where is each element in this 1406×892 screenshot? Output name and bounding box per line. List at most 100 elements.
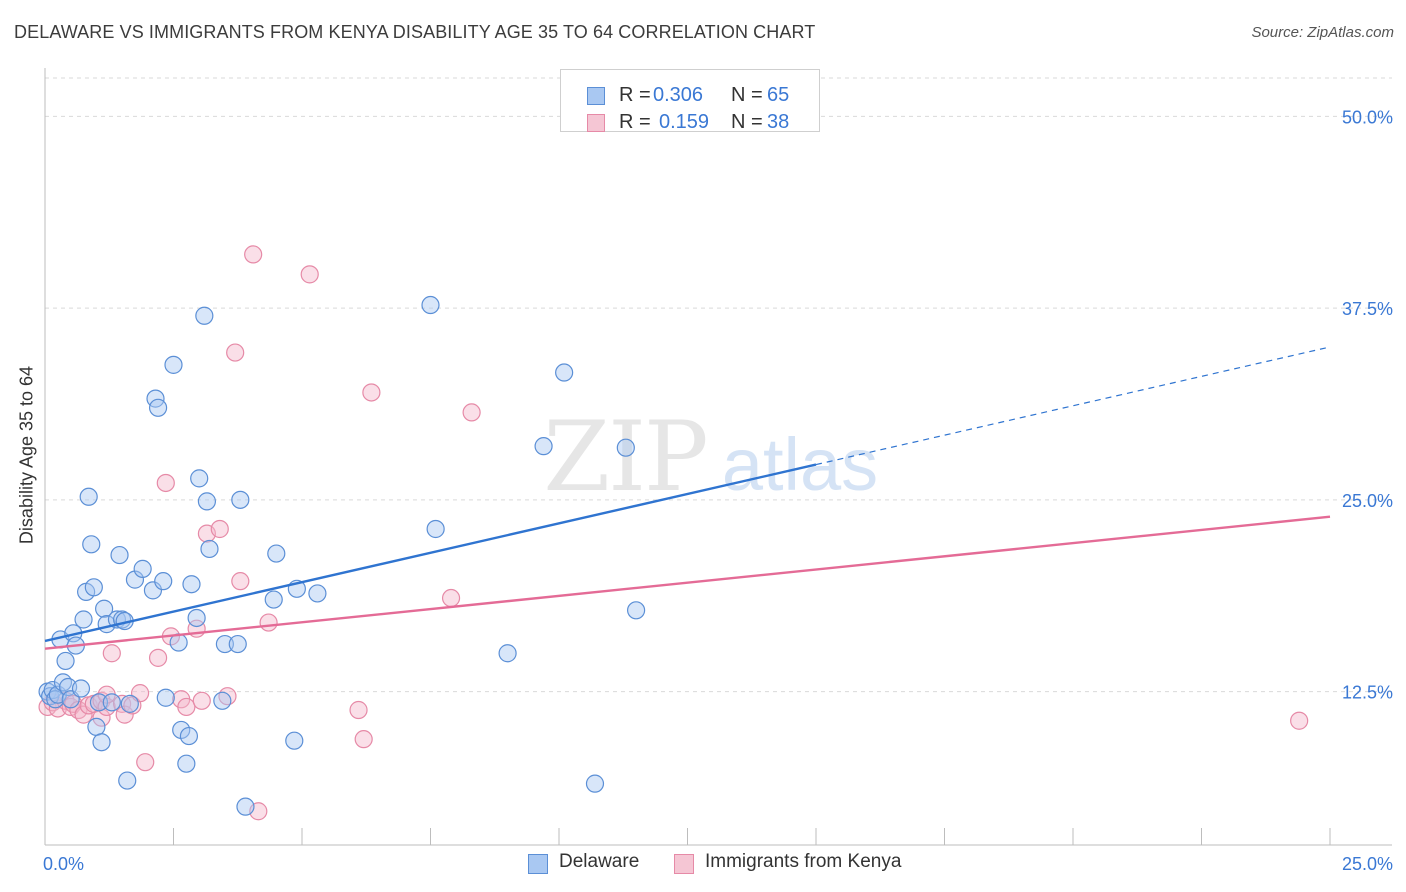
- watermark-atlas: atlas: [722, 423, 878, 506]
- delaware-point: [89, 693, 109, 712]
- delaware-point: [285, 731, 304, 750]
- delaware-point: [498, 644, 517, 663]
- delaware-point: [215, 634, 234, 654]
- delaware-point: [148, 398, 168, 417]
- kenya-point: [441, 588, 461, 608]
- r-value: 0.159: [659, 111, 710, 133]
- kenya-point: [259, 613, 278, 632]
- delaware-point: [626, 601, 646, 620]
- n-label: N =: [731, 84, 763, 106]
- delaware-point: [182, 575, 201, 594]
- grid-lines: [45, 77, 1392, 693]
- delaware-points: [38, 295, 646, 816]
- delaware-point: [110, 545, 129, 565]
- delaware-point: [616, 438, 635, 457]
- axes: [44, 68, 1392, 846]
- y-tick-label: 12.5%: [1342, 683, 1393, 703]
- kenya-point: [192, 691, 211, 710]
- kenya-point: [349, 700, 368, 720]
- y-axis-label: Disability Age 35 to 64: [16, 365, 37, 545]
- delaware-point: [534, 437, 553, 456]
- x-tick-labels: 0.0% 25.0%: [43, 854, 1393, 874]
- delaware-point: [177, 754, 196, 773]
- delaware-point: [92, 733, 111, 752]
- n-value: 38: [767, 111, 790, 133]
- delaware-point: [71, 679, 91, 698]
- delaware-point: [74, 610, 93, 629]
- source-label: Source: ZipAtlas.com: [1251, 24, 1394, 41]
- delaware-point: [421, 295, 440, 315]
- watermark: ZIP atlas: [543, 401, 878, 513]
- kenya-point: [1290, 711, 1309, 730]
- delaware-point: [79, 487, 98, 506]
- trend-lines: [44, 346, 1331, 650]
- delaware-point: [133, 559, 152, 578]
- delaware-point: [120, 694, 139, 713]
- delaware-point: [56, 651, 75, 671]
- delaware-point: [213, 691, 232, 710]
- kenya-point: [244, 245, 263, 264]
- kenya-point: [148, 648, 168, 667]
- stats-legend: R = 0.306 N = 65 R = 0.159 N = 38: [560, 69, 820, 133]
- bottom-legend-kenya: Immigrants from Kenya: [705, 851, 902, 872]
- y-tick-labels: 12.5% 25.0% 37.5% 50.0%: [1342, 107, 1393, 702]
- bottom-legend-swatch-delaware: [528, 854, 548, 874]
- delaware-point: [426, 519, 445, 539]
- delaware-point: [84, 578, 103, 597]
- delaware-point: [197, 492, 217, 511]
- kenya-point: [362, 383, 381, 402]
- r-label: R =: [619, 111, 651, 133]
- delaware-point: [190, 469, 209, 488]
- delaware-point: [179, 726, 199, 746]
- kenya-point: [92, 708, 111, 727]
- delaware-point: [231, 490, 250, 509]
- r-label: R =: [619, 84, 651, 106]
- kenya-point: [354, 730, 373, 749]
- legend-swatch-kenya: [587, 114, 605, 132]
- delaware-point: [236, 797, 255, 816]
- delaware-point: [585, 774, 605, 793]
- x-tick-label: 0.0%: [43, 854, 84, 874]
- kenya-point: [156, 473, 175, 493]
- delaware-point: [143, 581, 163, 600]
- kenya-point: [300, 265, 319, 284]
- kenya-point: [210, 519, 229, 539]
- kenya-point: [136, 753, 155, 772]
- n-label: N =: [731, 111, 763, 133]
- x-tick-label: 25.0%: [1342, 854, 1393, 874]
- kenya-point: [231, 572, 250, 591]
- delaware-trend-line: [44, 463, 817, 643]
- y-tick-label: 37.5%: [1342, 299, 1393, 319]
- delaware-point: [87, 717, 106, 736]
- bottom-legend-delaware: Delaware: [559, 851, 640, 872]
- delaware-point: [264, 590, 283, 609]
- kenya-trend-line: [44, 515, 1331, 650]
- delaware-point: [195, 306, 214, 325]
- delaware-point: [187, 608, 206, 628]
- delaware-point: [200, 539, 219, 559]
- delaware-point: [154, 572, 173, 591]
- delaware-trend-extension: [815, 346, 1331, 466]
- y-tick-label: 25.0%: [1342, 491, 1393, 511]
- kenya-point: [226, 343, 245, 362]
- kenya-point: [115, 705, 134, 724]
- r-value: 0.306: [653, 84, 704, 106]
- delaware-point: [82, 535, 101, 554]
- delaware-point: [267, 544, 286, 563]
- legend-swatch-delaware: [587, 87, 605, 105]
- delaware-point: [95, 599, 114, 618]
- n-value: 65: [767, 84, 790, 106]
- delaware-point: [118, 771, 137, 790]
- kenya-point: [177, 697, 196, 717]
- delaware-point: [555, 363, 574, 382]
- y-tick-label: 50.0%: [1342, 107, 1393, 127]
- delaware-point: [228, 634, 247, 654]
- bottom-legend-swatch-kenya: [674, 854, 694, 874]
- kenya-points: [38, 245, 1309, 821]
- delaware-point: [164, 355, 183, 374]
- delaware-point: [156, 688, 175, 707]
- delaware-point: [102, 693, 121, 712]
- chart-title: DELAWARE VS IMMIGRANTS FROM KENYA DISABI…: [14, 22, 816, 42]
- kenya-point: [102, 644, 121, 663]
